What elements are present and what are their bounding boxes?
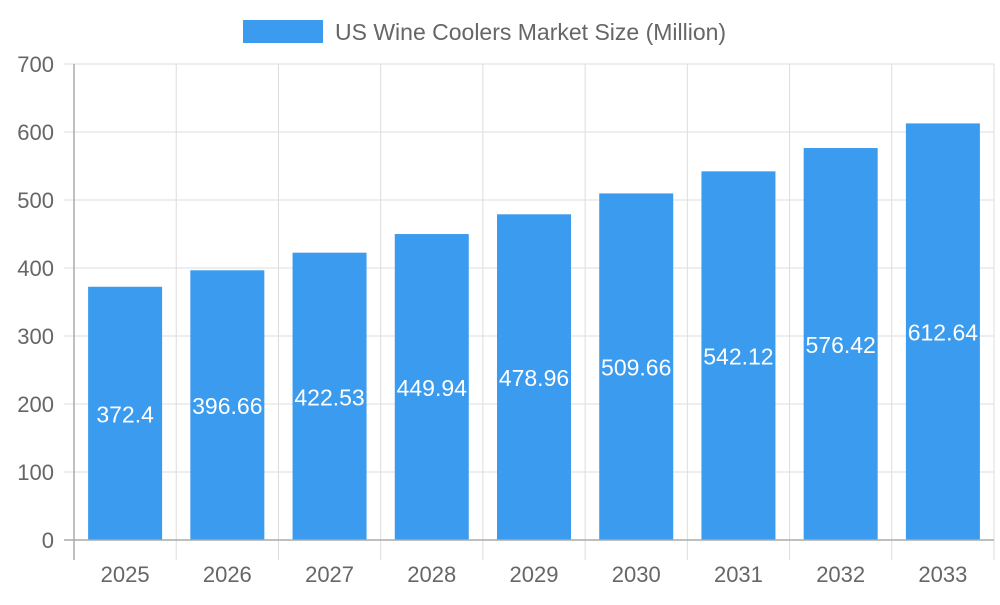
data-label: 372.4: [96, 401, 154, 427]
y-tick-label: 700: [17, 52, 54, 77]
bars: 372.4 396.66 422.53 449.94 478.96 509.66 542.1…: [88, 123, 980, 541]
legend-label: US Wine Coolers Market Size (Million): [335, 19, 726, 45]
y-tick-label: 600: [17, 120, 54, 145]
bar: [803, 148, 878, 540]
x-tick-label: 2029: [510, 562, 559, 587]
bar: [599, 193, 674, 540]
x-tick-label: 2028: [407, 562, 456, 587]
bar: [905, 123, 980, 541]
y-tick-label: 300: [17, 324, 54, 349]
bar: [701, 171, 776, 540]
data-label: 422.53: [294, 384, 364, 410]
bar: [292, 252, 367, 540]
data-label: 509.66: [601, 355, 671, 381]
legend-swatch: [243, 20, 323, 43]
bar: [497, 214, 571, 541]
y-tick-label: 200: [17, 392, 54, 417]
x-tick-label: 2027: [305, 562, 354, 587]
data-label: 449.94: [397, 375, 468, 401]
x-tick-label: 2026: [203, 562, 252, 587]
bar: [394, 234, 469, 540]
x-tick-label: 2032: [816, 562, 865, 587]
y-tick-label: 0: [42, 528, 54, 553]
x-tick-label: 2030: [612, 562, 661, 587]
data-label: 396.66: [192, 393, 262, 419]
y-tick-label: 400: [17, 256, 54, 281]
data-label: 612.64: [908, 320, 979, 346]
bar: [190, 270, 265, 540]
x-tick-label: 2033: [918, 562, 967, 587]
axes: 0 100 200 300 400 500 600 700 2025 2026 2027 2028 20…: [17, 52, 994, 587]
data-label: 542.12: [703, 344, 773, 370]
bar: [88, 286, 163, 540]
legend[interactable]: US Wine Coolers Market Size (Million): [243, 19, 726, 45]
y-tick-label: 100: [17, 460, 54, 485]
x-tick-label: 2031: [714, 562, 763, 587]
data-label: 576.42: [805, 332, 875, 358]
y-tick-label: 500: [17, 188, 54, 213]
x-tick-label: 2025: [101, 562, 150, 587]
data-label: 478.96: [499, 365, 569, 391]
